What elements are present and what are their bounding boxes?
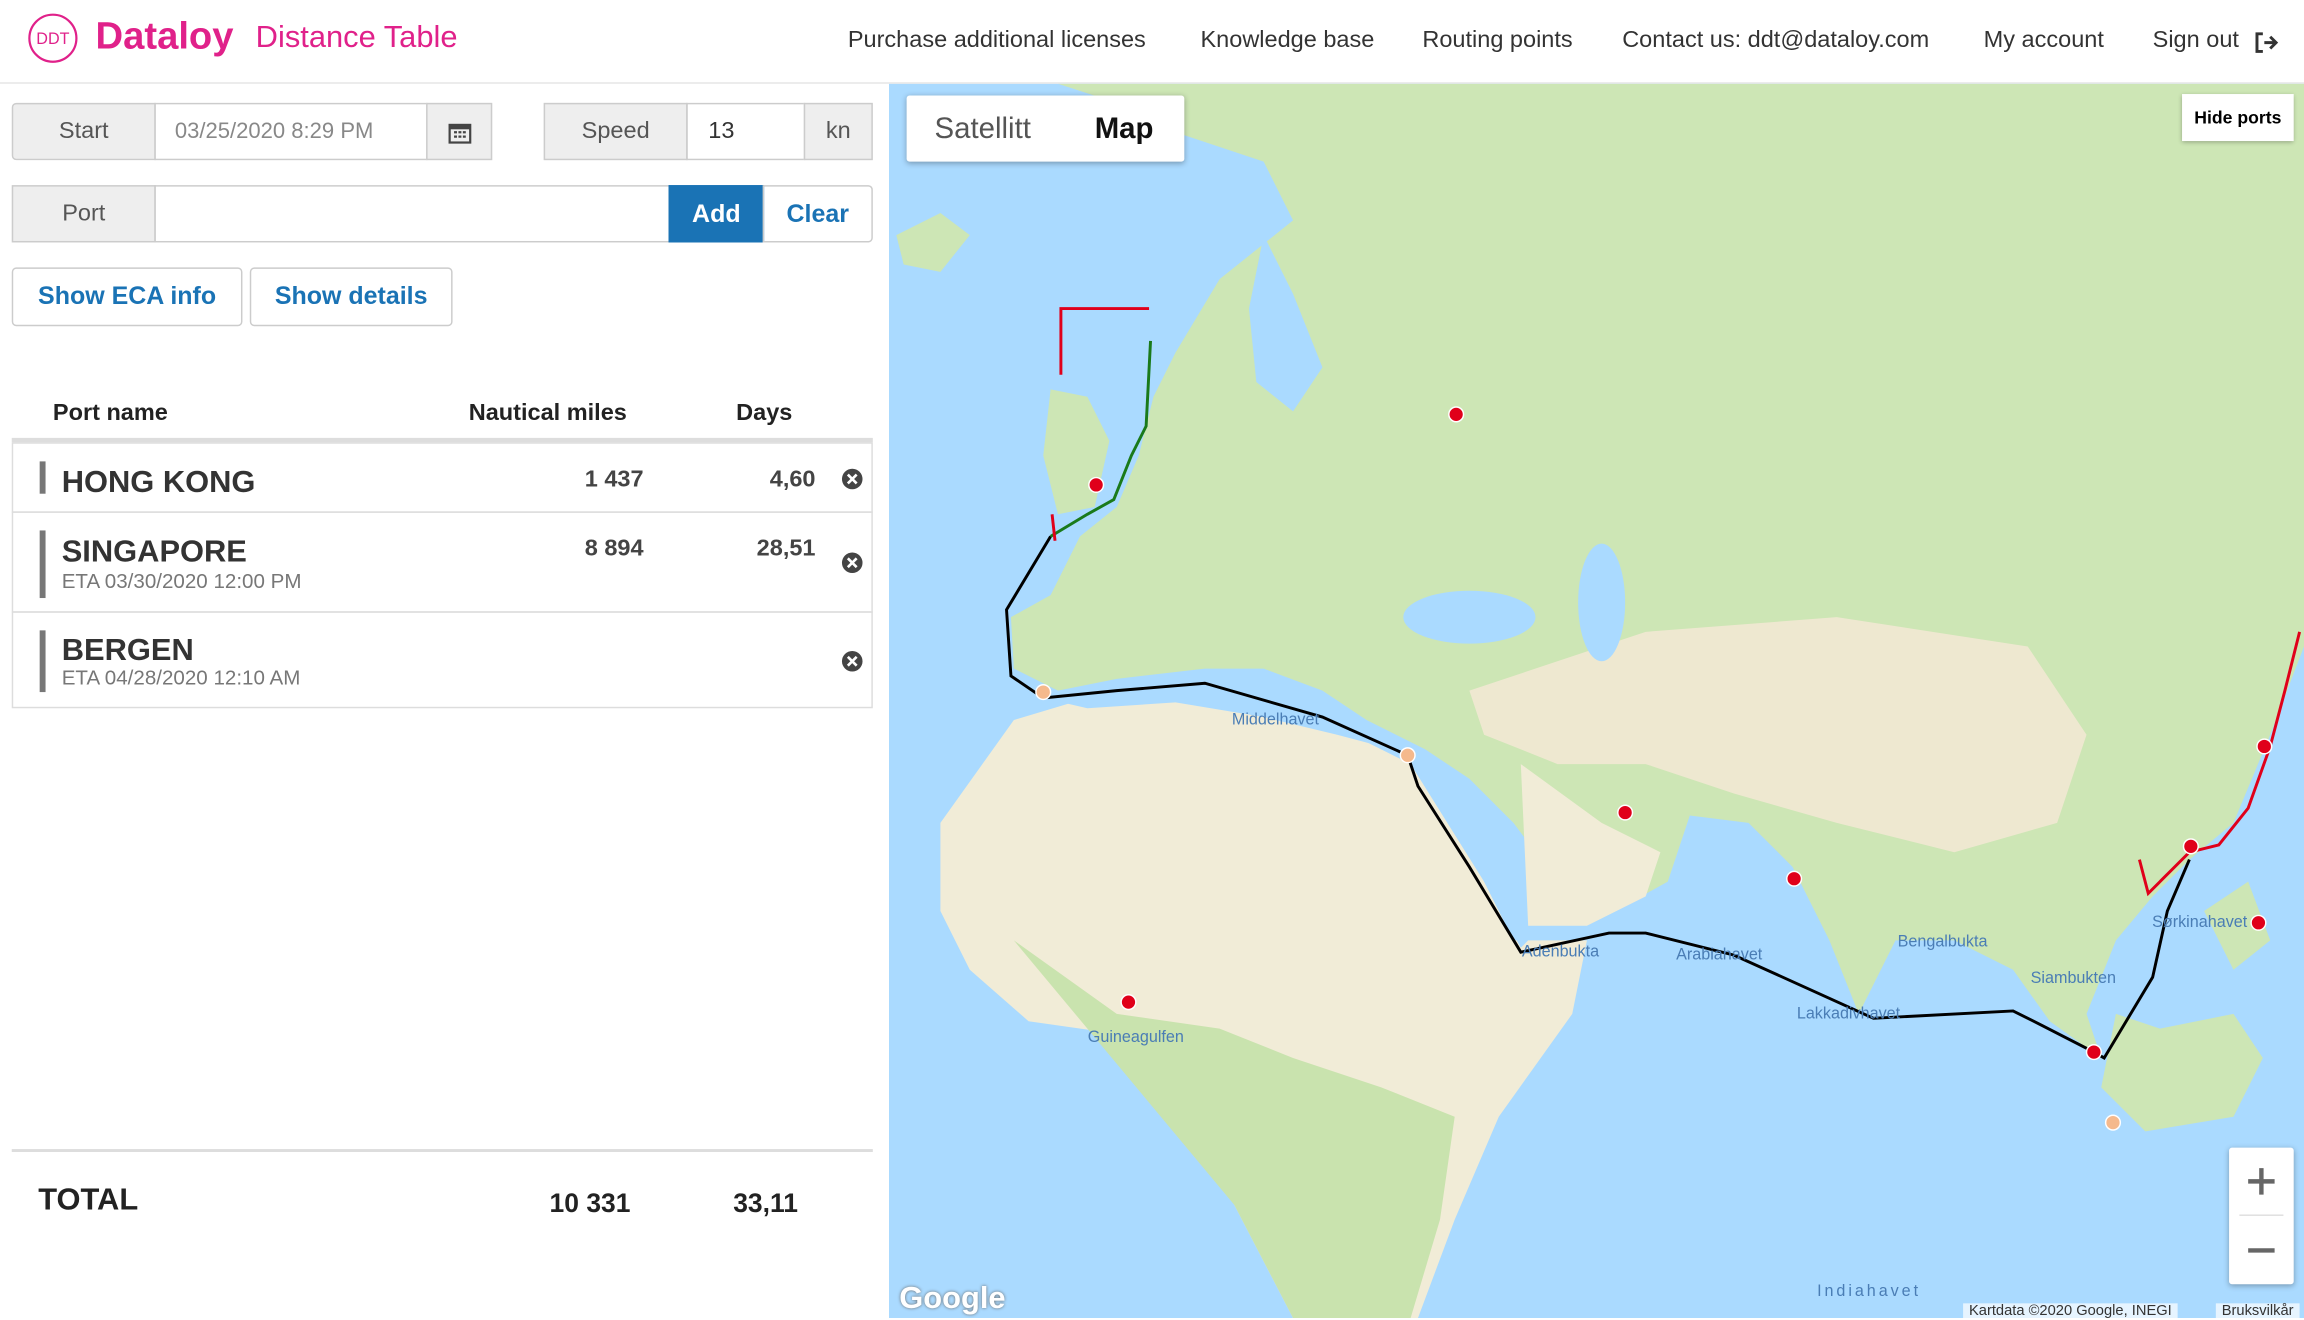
port-marker[interactable]: [2085, 1044, 2102, 1061]
port-label: Port: [11, 185, 156, 243]
table-row: BERGEN ETA 04/28/2020 12:10 AM: [11, 611, 873, 709]
waypoint-marker: [2104, 1114, 2122, 1131]
eca-button[interactable]: Show ECA info: [11, 267, 243, 327]
map-type-button[interactable]: Satellitt: [934, 113, 1031, 146]
port-marker[interactable]: [2256, 738, 2273, 755]
port-marker[interactable]: [1786, 870, 1803, 887]
nav-link[interactable]: My account: [1983, 27, 2104, 53]
nav-link[interactable]: Contact us: ddt@dataloy.com: [1622, 27, 1930, 53]
map-label: Adenbukta: [1522, 943, 1599, 961]
port-marker[interactable]: [1088, 476, 1105, 493]
route-eca: [1049, 340, 1152, 538]
column-header: Nautical miles: [468, 401, 627, 427]
port-name: HONG KONG: [61, 465, 256, 500]
speed-input[interactable]: 13: [686, 102, 806, 161]
remove-icon[interactable]: [840, 551, 864, 575]
miles: 8 894: [584, 536, 644, 562]
clear-button[interactable]: Clear: [762, 185, 873, 243]
days: 4,60: [769, 467, 816, 493]
port-marker[interactable]: [2250, 914, 2267, 931]
subtitle: Distance Table: [255, 20, 458, 55]
waypoint-marker: [1399, 747, 1416, 764]
brand: Dataloy: [95, 13, 234, 58]
map-label: Guineagulfen: [1088, 1028, 1184, 1046]
header-rule: [11, 437, 873, 443]
port-name: BERGEN: [61, 633, 194, 668]
remove-icon[interactable]: [840, 467, 864, 491]
map-label: Siambukten: [2031, 969, 2116, 987]
add-button[interactable]: Add: [668, 185, 765, 243]
logo-badge: DDT: [28, 13, 78, 63]
table-row: HONG KONG 1 437 4,60: [11, 442, 873, 513]
details-button[interactable]: Show details: [249, 267, 453, 327]
nav-link[interactable]: Routing points: [1422, 27, 1573, 53]
map-label: Indiahavet: [1817, 1282, 1921, 1300]
nav-link[interactable]: Knowledge base: [1200, 27, 1375, 53]
speed-unit: kn: [803, 102, 873, 161]
map-label: Arabiahavet: [1676, 946, 1763, 964]
eca-boundary: [1050, 514, 1057, 541]
table-row: SINGAPORE ETA 03/30/2020 12:00 PM 8 894 …: [11, 511, 873, 613]
map-type-control: Satellitt Map: [906, 95, 1185, 162]
zoom-control: [2229, 1147, 2294, 1285]
days: 28,51: [756, 536, 816, 562]
eca-boundary: [1059, 307, 1150, 375]
sign-out-icon[interactable]: [2253, 29, 2279, 55]
map-label: Bengalbukta: [1898, 932, 1988, 950]
map-type-button[interactable]: Map: [1094, 113, 1154, 146]
map-attribution: Kartdata ©2020 Google, INEGI: [1963, 1303, 2178, 1320]
column-header: Port name: [52, 401, 168, 427]
port-marker[interactable]: [1448, 406, 1465, 423]
speed-label: Speed: [543, 102, 688, 161]
header: DDT Dataloy Distance Table Purchase addi…: [0, 0, 2304, 84]
map-terms[interactable]: Bruksvilkår: [2215, 1303, 2300, 1320]
port-marker[interactable]: [2182, 838, 2199, 855]
eta: ETA 04/28/2020 12:10 AM: [61, 665, 301, 690]
calendar-button[interactable]: [426, 102, 493, 161]
map-label: Sørkinahavet: [2152, 913, 2248, 931]
eta: ETA 03/30/2020 12:00 PM: [61, 568, 302, 593]
remove-icon[interactable]: [840, 649, 864, 673]
map-logo: Google: [899, 1281, 1006, 1316]
map[interactable]: Middelhavet Adenbukta Arabiahavet Bengalbuk…: [888, 83, 2304, 1319]
waypoint-marker: [1035, 684, 1052, 701]
total-days: 33,11: [733, 1188, 798, 1219]
port-marker[interactable]: [1617, 804, 1634, 821]
total-miles: 10 331: [549, 1188, 631, 1219]
total-label: TOTAL: [38, 1182, 139, 1217]
miles: 1 437: [584, 467, 644, 493]
column-header: Days: [736, 401, 793, 427]
start-input[interactable]: 03/25/2020 8:29 PM: [154, 102, 428, 161]
port-name: SINGAPORE: [61, 534, 247, 569]
logo-text: DDT: [36, 30, 69, 48]
hide-ports-button[interactable]: Hide ports: [2182, 94, 2294, 142]
eca-boundary: [2138, 631, 2302, 897]
nav-link[interactable]: Purchase additional licenses: [847, 27, 1146, 53]
map-label: Middelhavet: [1232, 710, 1320, 728]
start-label: Start: [11, 102, 156, 161]
total-rule: [11, 1149, 873, 1153]
nav-link[interactable]: Sign out: [2152, 27, 2239, 53]
port-marker[interactable]: [1120, 994, 1137, 1011]
map-label: Lakkadivhavet: [1797, 1004, 1901, 1022]
port-input[interactable]: [154, 185, 671, 243]
